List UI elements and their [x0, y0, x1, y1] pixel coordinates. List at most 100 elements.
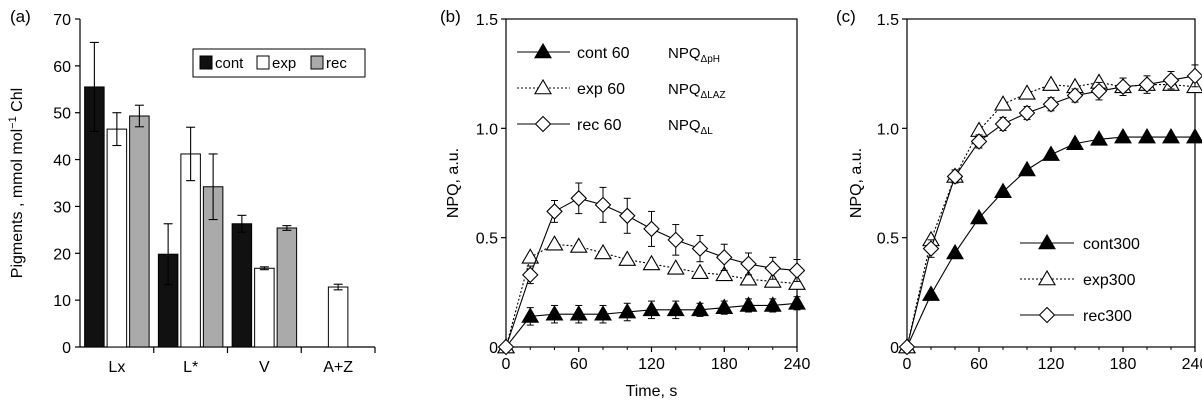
bar-rec	[129, 115, 150, 348]
series-line-rec-60	[529, 211, 556, 276]
legend-marker-exp300	[1038, 269, 1056, 286]
y-tick-label-a: 10	[53, 293, 71, 310]
data-point-rec300	[898, 338, 916, 356]
data-point-rec-60	[521, 266, 539, 284]
legend-label-exp: exp	[272, 55, 296, 72]
data-point-rec300	[970, 133, 988, 150]
legend-note-main: NPQ	[668, 117, 701, 134]
legend-note-exp-60: NPQΔLAZ	[668, 81, 726, 101]
y-tick-label-c: 1.0	[877, 121, 899, 138]
y-tick-label-c: 1.5	[877, 12, 899, 29]
x-tick-label-b: 120	[638, 356, 665, 373]
bar-cont	[231, 223, 253, 348]
x-tick-label-c: 240	[1182, 356, 1202, 373]
data-point-rec-60	[594, 196, 612, 214]
y-tick-label-a: 0	[62, 340, 71, 357]
data-point-rec300	[1090, 82, 1108, 100]
x-tick-label-c: 0	[903, 356, 912, 373]
data-point-cont300	[994, 182, 1012, 199]
data-point-cont-60	[666, 300, 685, 317]
legend-note-cont-60: NPQΔpH	[668, 45, 720, 65]
data-point-rec-60	[643, 220, 660, 238]
y-tick-label-a: 40	[53, 153, 71, 170]
data-point-rec-60	[667, 231, 685, 249]
plot-frame-c	[906, 18, 1196, 348]
legend-c: cont300 exp300 rec300	[1020, 233, 1140, 325]
bar-exp	[327, 286, 349, 348]
y-tick-label-b: 1.5	[476, 12, 498, 29]
data-point-rec-60	[497, 338, 515, 356]
y-axis-label-tail-a: Chl	[9, 88, 26, 116]
data-point-rec300	[994, 115, 1012, 133]
x-category-label-a: L*	[183, 359, 198, 376]
y-tick-label-b: 1.0	[476, 121, 498, 138]
data-point-cont-60	[763, 296, 782, 312]
legend-swatch-cont	[199, 55, 213, 70]
data-point-exp-60	[545, 235, 564, 251]
data-point-exp-60	[642, 254, 661, 271]
data-point-rec300	[1042, 96, 1060, 113]
data-point-rec-60	[740, 255, 757, 273]
data-point-rec-60	[715, 249, 733, 266]
legend-box-a	[192, 48, 366, 78]
y-axis-label-a: Pigments , mmol mol−1 Chl	[7, 88, 26, 278]
x-axis-label-b: Time, s	[626, 383, 678, 400]
legend-note-rec-60: NPQΔL	[668, 117, 713, 137]
data-point-cont300	[1138, 127, 1156, 144]
data-point-rec300	[1114, 78, 1132, 96]
series-line-exp-60	[529, 243, 555, 258]
legend-label-cont300: cont300	[1083, 236, 1140, 253]
x-category-label-a: Lx	[108, 359, 125, 376]
series-line-rec300	[906, 248, 932, 348]
data-point-exp-60	[715, 265, 734, 282]
x-tick-label-b: 240	[784, 356, 811, 373]
data-point-cont-60	[594, 305, 612, 321]
data-point-exp-60	[569, 237, 588, 253]
panel-label-b: (b)	[440, 7, 461, 26]
data-point-exp-60	[739, 270, 758, 286]
data-point-cont300	[970, 208, 988, 225]
x-tick-label-c: 120	[1038, 356, 1065, 373]
y-tick-label-c: 0	[890, 340, 899, 357]
panel-label-a: (a)	[10, 7, 31, 26]
bar-rec	[276, 227, 298, 348]
legend-marker-exp-60	[534, 78, 552, 95]
data-point-cont-60	[691, 300, 709, 317]
data-point-cont-60	[521, 307, 540, 323]
data-point-rec-60	[788, 262, 806, 279]
data-point-cont300	[1018, 160, 1036, 177]
legend-marker-cont-60	[534, 42, 552, 59]
plot-frame-b	[505, 18, 798, 348]
data-point-cont-60	[642, 300, 661, 317]
legend-swatch-exp	[256, 55, 270, 70]
data-point-cont300	[1114, 127, 1132, 144]
y-axis-label-c: NPQ, a.u.	[848, 148, 865, 218]
series-line-rec300	[954, 141, 980, 177]
data-point-exp-60	[788, 274, 806, 290]
legend-label-exp-60: exp 60	[577, 81, 625, 98]
series-line-cont300	[930, 252, 956, 295]
x-category-label-a: A+Z	[323, 359, 353, 376]
x-tick-label-c: 60	[970, 356, 988, 373]
series-line-rec300	[930, 176, 956, 249]
x-tick-label-c: 180	[1110, 356, 1137, 373]
y-tick-label-a: 20	[53, 246, 71, 263]
y-tick-label-a: 60	[53, 59, 71, 76]
data-point-cont300	[1162, 127, 1180, 144]
y-axis-label-b: NPQ, a.u.	[445, 148, 462, 218]
data-point-rec-60	[570, 190, 588, 207]
data-point-rec300	[1186, 67, 1202, 85]
panel-c-npq-300-line-chart: (c) NPQ, a.u. 0 0.5 1.0 1.5 0 60 120 180 240 cont30…	[836, 7, 1202, 373]
bar-exp	[254, 267, 275, 348]
y-tick-label-a: 50	[53, 106, 71, 123]
legend-label-cont-60: cont 60	[577, 45, 630, 62]
y-tick-label-b: 0.5	[476, 231, 498, 248]
legend-note-subscript: ΔLAZ	[701, 90, 726, 101]
data-point-rec300	[1138, 76, 1156, 93]
data-point-exp-60	[763, 272, 782, 288]
legend-label-rec: rec	[326, 55, 347, 72]
y-axis-label-main-a: Pigments , mmol mol	[9, 129, 26, 278]
data-point-rec-60	[691, 240, 709, 257]
data-point-rec-60	[546, 203, 563, 220]
data-point-rec300	[1018, 104, 1036, 122]
